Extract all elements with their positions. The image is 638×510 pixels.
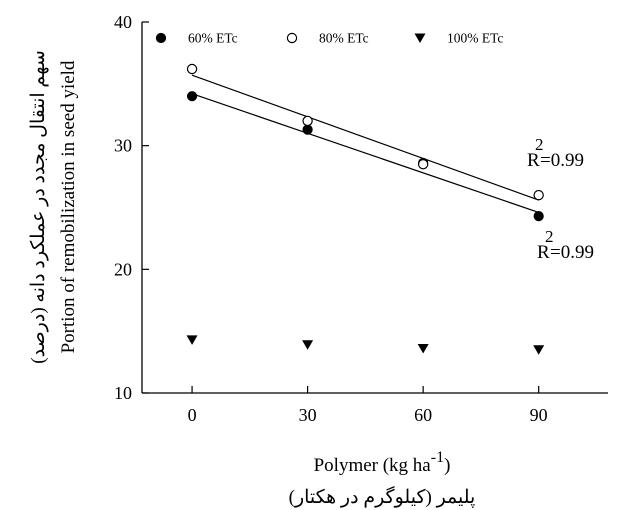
x-tick-label: 90 [530, 405, 548, 425]
data-point-series-1 [186, 63, 198, 75]
data-point-series-2 [533, 345, 545, 355]
legend-label-2: 100% ETc [447, 31, 503, 46]
y-axis-title: Portion of remobilization in seed yield [58, 60, 79, 353]
x-ticks: 0 30 60 90 [188, 386, 548, 425]
data-point-series-0 [533, 211, 544, 222]
r2-label-0: R [537, 242, 550, 263]
fit-line-0 [191, 93, 539, 214]
data-point-series-1 [533, 189, 544, 201]
y-tick-label: 40 [114, 12, 132, 32]
data-point-series-2 [186, 335, 198, 345]
legend-marker-1 [286, 32, 298, 44]
x-axis-title-secondary: پلیمر (کیلوگرم در هکتار) [289, 485, 476, 508]
r2-value-0: =0.99 [550, 242, 594, 263]
data-point-series-0 [186, 91, 198, 102]
legend-label-1: 80% ETc [319, 31, 369, 46]
y-ticks: 10 20 30 40 [114, 12, 149, 403]
data-point-series-1 [417, 159, 429, 170]
r2-label-1: R [527, 150, 540, 171]
legend-label-0: 60% ETc [188, 31, 238, 46]
data-point-series-1 [302, 115, 313, 127]
x-tick-label: 30 [299, 405, 317, 425]
r2-value-1: =0.99 [540, 150, 584, 171]
r2-superscript-0: 2 [545, 227, 554, 246]
fit-lines [191, 74, 539, 214]
y-tick-label: 20 [114, 259, 132, 279]
data-point-series-2 [302, 340, 314, 350]
legend-marker-0 [155, 32, 167, 44]
legend-marker-2 [414, 33, 426, 43]
y-tick-label: 10 [114, 383, 132, 403]
legend: 60% ETc 80% ETc 100% ETc [155, 31, 503, 46]
x-tick-label: 60 [414, 405, 432, 425]
x-axis-title: Polymer (kg ha-1) [314, 449, 451, 476]
data-point-series-0 [302, 124, 313, 135]
data-points [186, 63, 545, 355]
y-tick-label: 30 [114, 136, 132, 156]
fit-line-1 [191, 74, 539, 201]
r2-superscript-1: 2 [535, 135, 544, 154]
data-point-series-2 [417, 343, 429, 354]
x-tick-label: 0 [188, 405, 197, 425]
axes [141, 22, 608, 394]
y-axis-title-secondary: سهم انتقال مجدد در عملکرد دانه (درصد) [28, 50, 49, 364]
